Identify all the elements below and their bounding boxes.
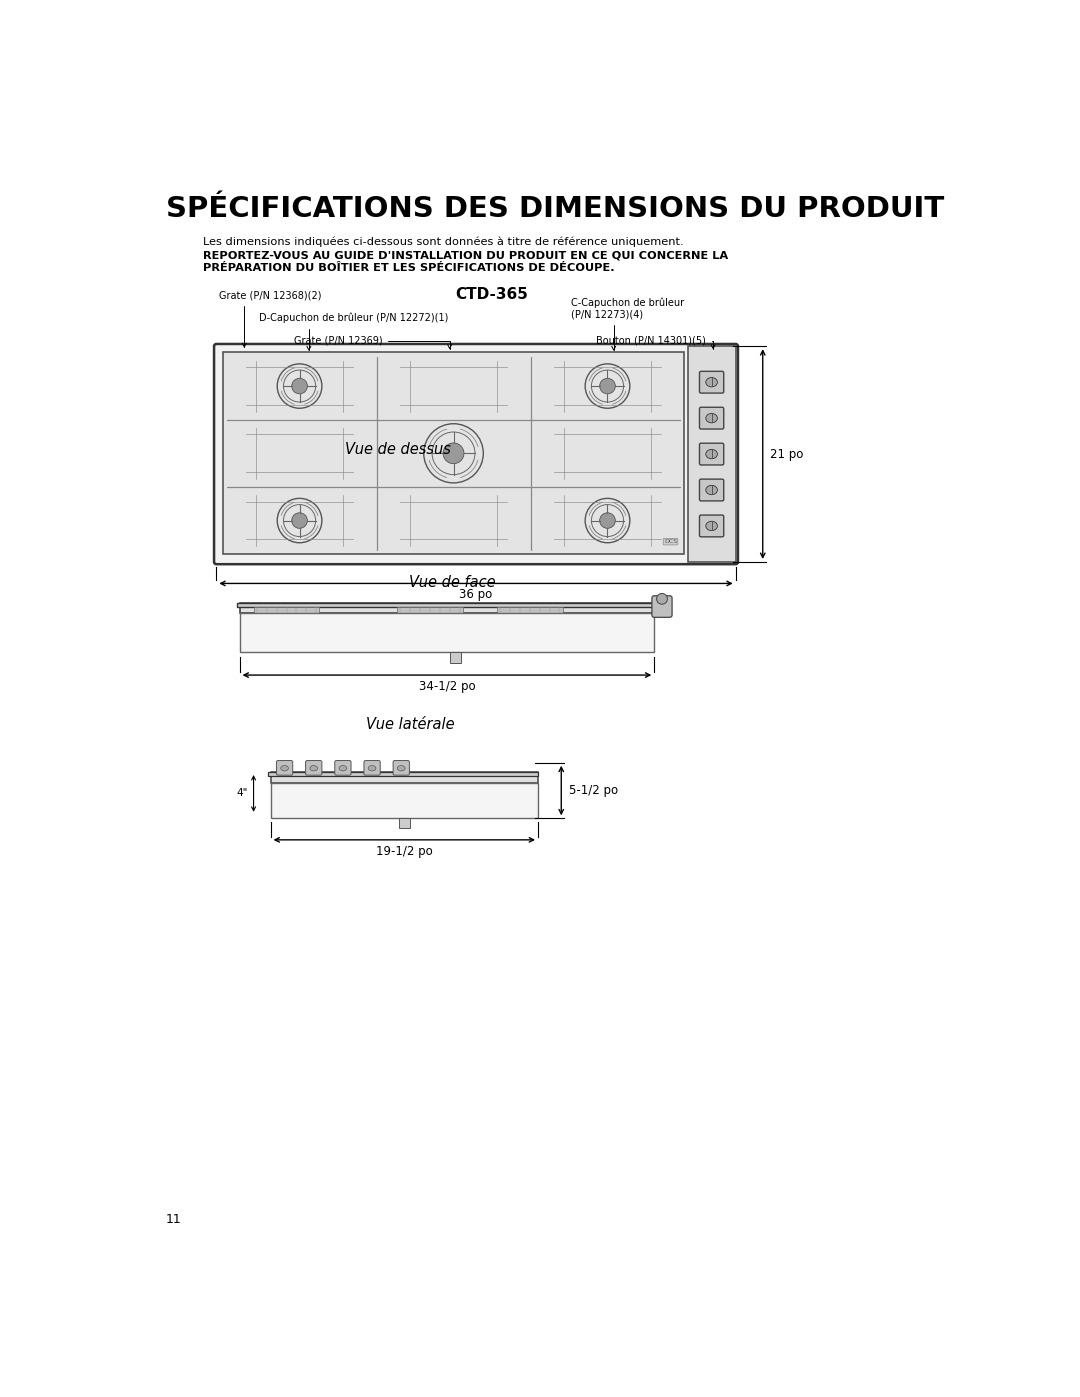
- Bar: [271, 773, 538, 782]
- Circle shape: [599, 513, 616, 528]
- Text: 19-1/2 po: 19-1/2 po: [376, 845, 433, 858]
- Circle shape: [292, 379, 308, 394]
- Text: Vue de face: Vue de face: [409, 576, 496, 591]
- FancyBboxPatch shape: [306, 760, 322, 775]
- Text: 36 po: 36 po: [459, 588, 492, 601]
- Circle shape: [657, 594, 667, 605]
- FancyBboxPatch shape: [700, 443, 724, 465]
- Text: DCS: DCS: [664, 539, 677, 545]
- Bar: [254, 606, 320, 613]
- Text: Bouton (P/N 14301)(5): Bouton (P/N 14301)(5): [596, 335, 715, 349]
- Circle shape: [599, 379, 616, 394]
- Text: CTD-365: CTD-365: [455, 286, 528, 302]
- Circle shape: [292, 513, 308, 528]
- Text: 5-1/2 po: 5-1/2 po: [569, 784, 618, 798]
- Bar: [497, 606, 563, 613]
- Bar: [271, 782, 538, 819]
- Text: D-Capuchon de brûleur (P/N 12272)(1): D-Capuchon de brûleur (P/N 12272)(1): [259, 313, 448, 351]
- Text: 34-1/2 po: 34-1/2 po: [419, 680, 475, 693]
- Bar: [399, 819, 409, 828]
- Text: Vue de dessus: Vue de dessus: [346, 443, 451, 457]
- Text: SPÉCIFICATIONS DES DIMENSIONS DU PRODUIT: SPÉCIFICATIONS DES DIMENSIONS DU PRODUIT: [166, 194, 944, 222]
- FancyBboxPatch shape: [700, 372, 724, 393]
- Text: 21 po: 21 po: [770, 447, 804, 461]
- Ellipse shape: [706, 485, 717, 495]
- Text: REPORTEZ-VOUS AU GUIDE D'INSTALLATION DU PRODUIT EN CE QUI CONCERNE LA: REPORTEZ-VOUS AU GUIDE D'INSTALLATION DU…: [203, 250, 728, 260]
- Ellipse shape: [706, 414, 717, 423]
- FancyBboxPatch shape: [393, 760, 409, 775]
- Bar: [688, 346, 735, 562]
- FancyBboxPatch shape: [700, 515, 724, 536]
- Ellipse shape: [339, 766, 347, 771]
- FancyBboxPatch shape: [214, 344, 738, 564]
- Text: Les dimensions indiquées ci-dessous sont données à titre de référence uniquement: Les dimensions indiquées ci-dessous sont…: [203, 236, 684, 247]
- Ellipse shape: [706, 377, 717, 387]
- Text: Grate (P/N 12368)(2): Grate (P/N 12368)(2): [218, 291, 321, 346]
- FancyBboxPatch shape: [652, 595, 672, 617]
- Bar: [222, 352, 685, 555]
- Ellipse shape: [706, 450, 717, 458]
- FancyBboxPatch shape: [276, 760, 293, 775]
- Bar: [237, 602, 654, 608]
- Bar: [268, 773, 538, 775]
- Ellipse shape: [310, 766, 318, 771]
- FancyBboxPatch shape: [335, 760, 351, 775]
- Text: 4": 4": [237, 788, 248, 799]
- Text: PRÉPARATION DU BOÎTIER ET LES SPÉCIFICATIONS DE DÉCOUPE.: PRÉPARATION DU BOÎTIER ET LES SPÉCIFICAT…: [203, 263, 615, 274]
- Bar: [449, 652, 461, 662]
- Text: Vue latérale: Vue latérale: [366, 717, 455, 732]
- Ellipse shape: [368, 766, 376, 771]
- Bar: [240, 613, 654, 652]
- Bar: [240, 602, 654, 613]
- FancyBboxPatch shape: [700, 408, 724, 429]
- Text: 11: 11: [166, 1214, 181, 1227]
- FancyBboxPatch shape: [700, 479, 724, 502]
- Text: Grate (P/N 12369): Grate (P/N 12369): [294, 335, 451, 349]
- Bar: [397, 606, 463, 613]
- Text: C-Capuchon de brûleur
(P/N 12273)(4): C-Capuchon de brûleur (P/N 12273)(4): [570, 298, 684, 351]
- Ellipse shape: [397, 766, 405, 771]
- Ellipse shape: [706, 521, 717, 531]
- Circle shape: [443, 443, 464, 464]
- Ellipse shape: [281, 766, 288, 771]
- FancyBboxPatch shape: [364, 760, 380, 775]
